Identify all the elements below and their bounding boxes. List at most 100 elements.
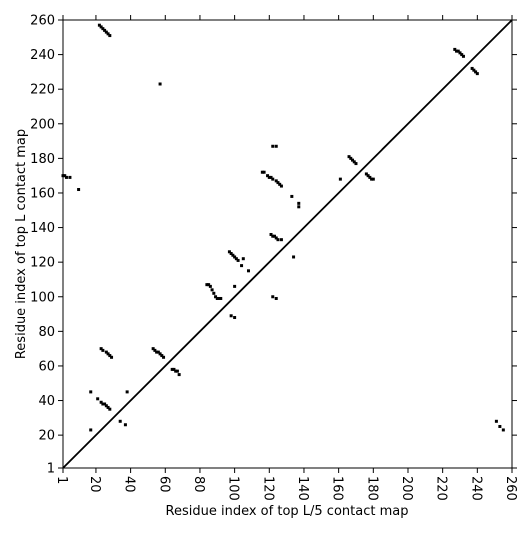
contact-point (207, 283, 211, 287)
contact-point (214, 295, 218, 299)
contact-point (101, 27, 105, 31)
contact-point (349, 156, 353, 160)
contact-point (236, 258, 240, 262)
contact-point (347, 155, 351, 159)
contact-point (271, 144, 275, 148)
contact-point (215, 296, 219, 300)
contact-point (89, 390, 93, 394)
contact-point (233, 284, 237, 288)
x-tick-label: 60 (156, 476, 171, 493)
contact-point (99, 400, 103, 404)
contact-point (501, 428, 505, 432)
contact-point (233, 255, 237, 259)
contact-point (474, 70, 478, 74)
contact-point (260, 170, 264, 174)
contact-point (153, 348, 157, 352)
contact-point (99, 25, 103, 29)
contact-point (271, 295, 275, 299)
contact-point (338, 177, 342, 181)
contact-point (458, 51, 462, 55)
contact-point (352, 160, 356, 164)
contact-point (475, 72, 479, 76)
x-tick-label: 1 (54, 476, 69, 484)
contact-point (96, 397, 100, 401)
contact-point (104, 404, 108, 408)
contact-point (274, 179, 278, 183)
contact-point (241, 257, 245, 261)
y-tick-label: 80 (38, 325, 55, 340)
y-tick-label: 200 (30, 117, 55, 132)
plot-frame (62, 19, 513, 469)
contact-point (106, 32, 110, 36)
x-axis-label: Residue index of top L/5 contact map (166, 504, 409, 519)
contact-point (118, 419, 122, 423)
contact-point (205, 283, 209, 287)
contact-point (162, 355, 166, 359)
contact-point (364, 172, 368, 176)
contact-point (455, 49, 459, 53)
contact-point (231, 253, 235, 257)
contact-point (276, 181, 280, 185)
contact-point (371, 177, 375, 181)
x-tick-label: 20 (87, 476, 102, 493)
contact-point (174, 369, 178, 373)
contact-point (262, 170, 266, 174)
contact-point (108, 407, 112, 411)
contact-point (64, 175, 68, 179)
contact-point (498, 424, 502, 428)
contact-point (155, 350, 159, 354)
contact-point (77, 188, 81, 192)
contact-point (240, 264, 244, 268)
contact-point (456, 49, 460, 53)
y-tick-label: 220 (30, 83, 55, 98)
contact-point (472, 68, 476, 72)
contact-point (494, 419, 498, 423)
contact-point (266, 174, 270, 178)
contact-point (461, 54, 465, 58)
y-tick-label: 40 (38, 394, 55, 409)
contact-point (217, 296, 221, 300)
contact-point (175, 369, 179, 373)
contact-point (106, 352, 110, 356)
contact-point (177, 373, 181, 377)
contact-point (103, 402, 107, 406)
y-tick-label: 180 (30, 152, 55, 167)
contact-point (351, 158, 355, 162)
x-tick-label: 260 (503, 476, 518, 501)
contact-point (271, 177, 275, 181)
x-tick-label: 140 (295, 476, 310, 501)
contact-point (354, 162, 358, 166)
y-tick-label: 240 (30, 48, 55, 63)
contact-point (290, 194, 294, 198)
y-tick-label: 160 (30, 186, 55, 201)
contact-point (208, 284, 212, 288)
x-tick-label: 240 (468, 476, 483, 501)
y-tick-label: 260 (30, 14, 55, 29)
contact-point (212, 291, 216, 295)
contact-point (101, 402, 105, 406)
contact-point (234, 257, 238, 261)
contact-point (104, 350, 108, 354)
contact-point (89, 428, 93, 432)
contact-point (279, 238, 283, 242)
contact-point (108, 354, 112, 358)
contact-point (160, 354, 164, 358)
y-tick-label: 60 (38, 359, 55, 374)
x-tick-label: 180 (364, 476, 379, 501)
y-tick-label: 140 (30, 221, 55, 236)
contact-point (271, 234, 275, 238)
contact-point (101, 348, 105, 352)
contact-point (297, 201, 301, 205)
contact-point (151, 347, 155, 351)
contact-point (368, 175, 372, 179)
contact-point (453, 47, 457, 51)
x-tick-label: 160 (330, 476, 345, 501)
contact-point (276, 238, 280, 242)
contact-point (61, 174, 65, 178)
x-tick-label: 40 (122, 476, 137, 493)
contact-point (297, 205, 301, 209)
contact-point (106, 405, 110, 409)
contact-point (279, 184, 283, 188)
contact-point (366, 174, 370, 178)
contact-point (104, 30, 108, 34)
